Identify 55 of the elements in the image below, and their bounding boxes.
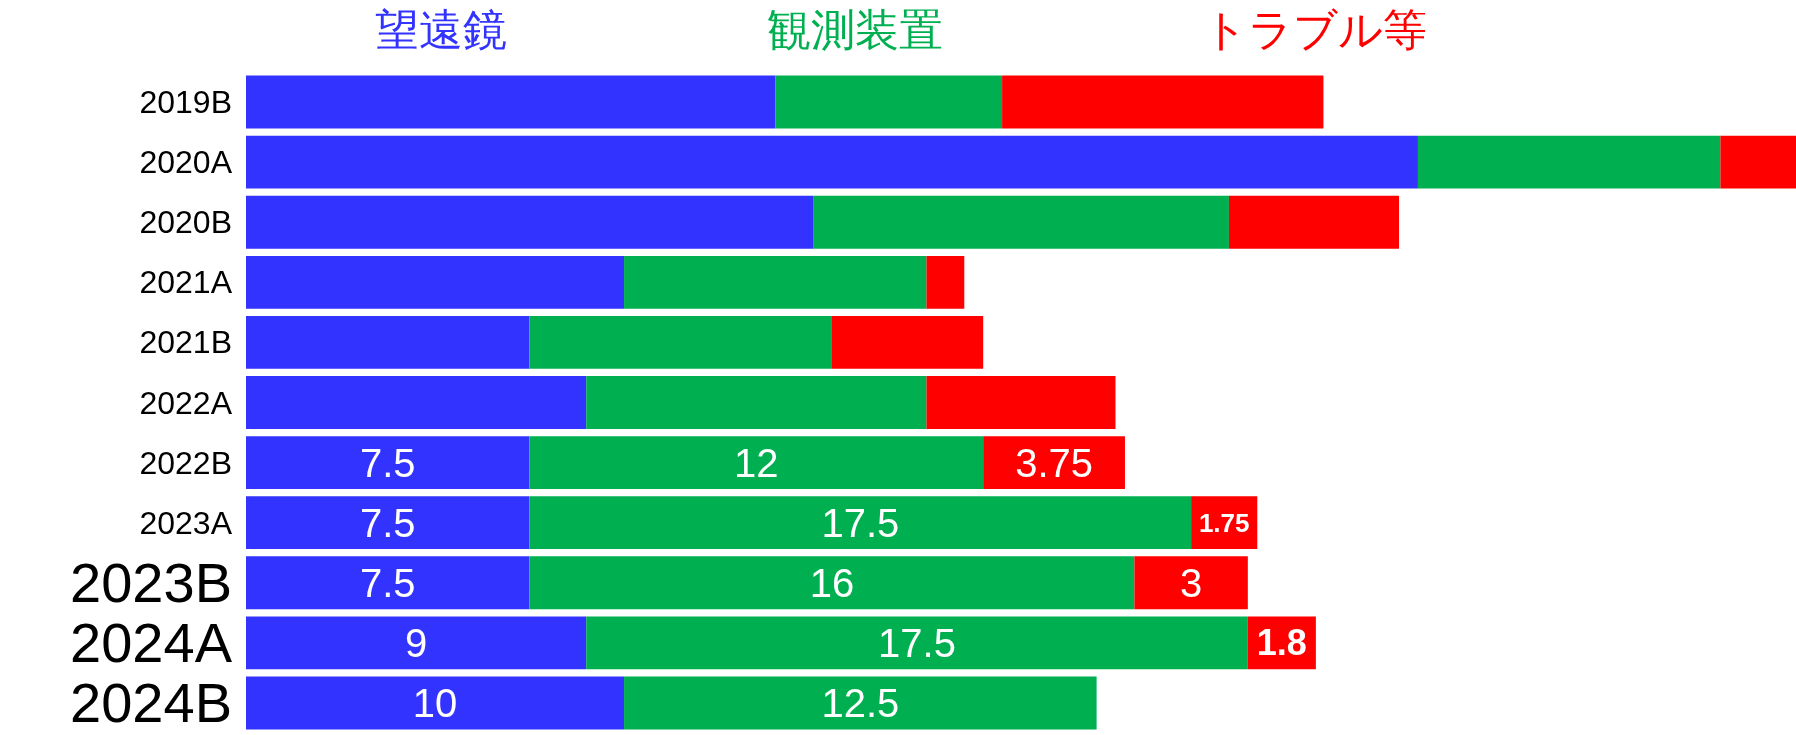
bar xyxy=(246,676,625,730)
bar xyxy=(586,616,1248,670)
bar xyxy=(813,195,1229,249)
bar xyxy=(246,75,776,129)
bar xyxy=(1002,75,1324,129)
bar xyxy=(246,376,587,429)
data-label: 16 xyxy=(809,560,855,605)
data-label: 12 xyxy=(734,440,779,485)
data-label: 7.5 xyxy=(359,500,416,545)
y-tick-label: 2019B xyxy=(139,84,232,121)
bar xyxy=(529,436,984,490)
bar xyxy=(246,195,814,249)
y-tick-label: 2022A xyxy=(139,384,233,421)
bar xyxy=(246,616,587,670)
bar xyxy=(926,255,965,309)
bar xyxy=(983,436,1125,490)
data-label: 7.5 xyxy=(359,440,416,485)
series-label: トラブル等 xyxy=(1203,4,1427,54)
series-label: 観測装置 xyxy=(767,4,943,54)
bar xyxy=(529,556,1135,610)
data-label: 3 xyxy=(1180,560,1203,605)
bar xyxy=(246,436,530,490)
bar xyxy=(624,676,1097,730)
y-tick-label: 2020B xyxy=(139,204,232,241)
bar xyxy=(1134,556,1248,610)
bar xyxy=(246,315,530,369)
y-tick-label: 2020A xyxy=(139,144,233,181)
y-tick-label: 2023A xyxy=(139,504,233,541)
y-tick-label: 2021A xyxy=(139,264,233,301)
bar xyxy=(624,255,927,309)
data-label: 7.5 xyxy=(359,560,416,605)
data-label: 12.5 xyxy=(821,680,900,725)
bar xyxy=(529,496,1192,550)
bar xyxy=(1417,135,1721,189)
data-label: 17.5 xyxy=(878,620,956,665)
bar xyxy=(246,496,530,550)
bar xyxy=(926,376,1116,429)
data-label: 3.75 xyxy=(1015,440,1094,485)
bar xyxy=(1228,195,1400,249)
bar xyxy=(246,556,530,610)
bar xyxy=(831,315,984,369)
data-label: 10 xyxy=(412,680,458,725)
data-label: 9 xyxy=(405,620,428,665)
bar xyxy=(529,315,832,369)
data-label: 1.8 xyxy=(1256,622,1307,664)
y-tick-label: 2022B xyxy=(139,444,232,481)
bar xyxy=(246,255,625,309)
bar xyxy=(775,75,1003,129)
y-tick-label: 2021B xyxy=(139,324,232,361)
series-label: 望遠鏡 xyxy=(375,4,507,54)
bar xyxy=(246,135,1418,189)
data-label: 1.75 xyxy=(1198,507,1250,538)
bar xyxy=(1720,135,1796,189)
bar xyxy=(586,376,927,429)
data-label: 17.5 xyxy=(821,500,900,545)
